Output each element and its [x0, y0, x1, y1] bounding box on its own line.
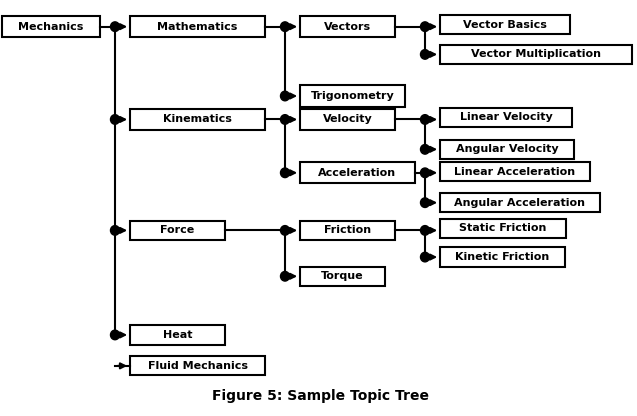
- Text: Vectors: Vectors: [324, 22, 371, 32]
- Text: Figure 5: Sample Topic Tree: Figure 5: Sample Topic Tree: [211, 389, 429, 403]
- Circle shape: [280, 91, 289, 101]
- Text: Friction: Friction: [324, 225, 371, 235]
- Circle shape: [420, 144, 429, 154]
- Circle shape: [420, 50, 429, 59]
- Circle shape: [280, 225, 289, 235]
- Text: Angular Acceleration: Angular Acceleration: [455, 198, 585, 208]
- Bar: [300, 221, 395, 240]
- Bar: [300, 267, 385, 286]
- Bar: [440, 219, 566, 238]
- Circle shape: [420, 115, 429, 124]
- Bar: [130, 325, 225, 344]
- Text: Static Friction: Static Friction: [459, 223, 547, 233]
- Bar: [130, 109, 265, 130]
- Circle shape: [280, 22, 289, 32]
- Bar: [440, 162, 590, 181]
- Bar: [2, 16, 100, 37]
- Bar: [440, 15, 570, 34]
- Bar: [440, 193, 600, 212]
- Text: Fluid Mechanics: Fluid Mechanics: [148, 361, 248, 371]
- Circle shape: [280, 168, 289, 178]
- Bar: [130, 356, 265, 376]
- Text: Vector Multiplication: Vector Multiplication: [471, 50, 601, 59]
- Circle shape: [110, 115, 120, 124]
- Text: Torque: Torque: [321, 271, 364, 281]
- Text: Kinetic Friction: Kinetic Friction: [455, 252, 550, 262]
- Circle shape: [110, 330, 120, 340]
- Bar: [300, 16, 395, 37]
- Bar: [300, 162, 415, 183]
- Bar: [300, 109, 395, 130]
- Text: Velocity: Velocity: [322, 114, 373, 124]
- Circle shape: [420, 168, 429, 178]
- Text: Force: Force: [161, 225, 195, 235]
- Bar: [440, 45, 632, 64]
- Bar: [130, 16, 265, 37]
- Text: Mechanics: Mechanics: [18, 22, 83, 32]
- Circle shape: [420, 225, 429, 235]
- Bar: [440, 108, 572, 127]
- Circle shape: [110, 225, 120, 235]
- Circle shape: [280, 115, 289, 124]
- Bar: [440, 140, 574, 159]
- Text: Mathematics: Mathematics: [157, 22, 238, 32]
- Circle shape: [420, 22, 429, 32]
- Circle shape: [110, 22, 120, 32]
- Text: Kinematics: Kinematics: [163, 114, 232, 124]
- Text: Heat: Heat: [162, 330, 192, 340]
- Circle shape: [420, 198, 429, 208]
- Text: Linear Velocity: Linear Velocity: [460, 112, 552, 122]
- Circle shape: [280, 272, 289, 281]
- Text: Trigonometry: Trigonometry: [311, 91, 394, 101]
- Text: Angular Velocity: Angular Velocity: [455, 144, 558, 154]
- Text: Linear Acceleration: Linear Acceleration: [454, 167, 576, 177]
- Text: Acceleration: Acceleration: [318, 168, 397, 178]
- Text: Vector Basics: Vector Basics: [463, 20, 547, 30]
- Bar: [440, 248, 565, 267]
- Circle shape: [420, 252, 429, 262]
- Bar: [300, 85, 405, 106]
- Bar: [130, 221, 225, 240]
